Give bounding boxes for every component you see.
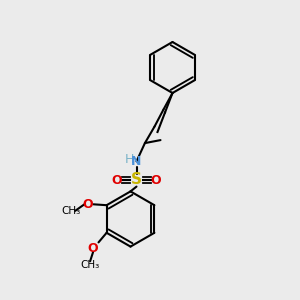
Text: N: N bbox=[131, 155, 142, 168]
Text: CH₃: CH₃ bbox=[80, 260, 100, 270]
Text: CH₃: CH₃ bbox=[62, 206, 81, 216]
Text: S: S bbox=[131, 172, 142, 188]
Text: O: O bbox=[112, 173, 122, 187]
Text: O: O bbox=[83, 198, 93, 211]
Text: O: O bbox=[151, 173, 161, 187]
Text: H: H bbox=[124, 153, 134, 167]
Text: O: O bbox=[88, 242, 98, 255]
